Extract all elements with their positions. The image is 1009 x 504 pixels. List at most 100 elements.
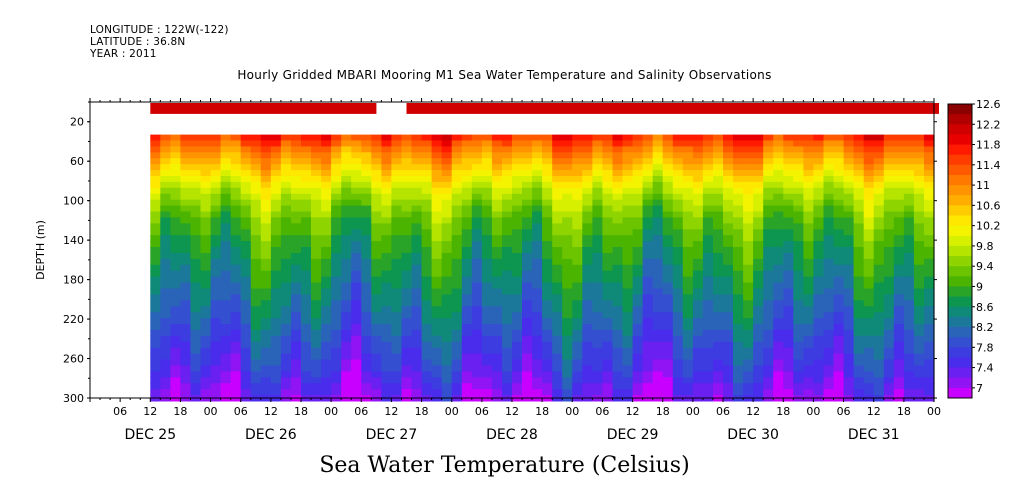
heat-cell <box>542 264 553 272</box>
heat-cell <box>692 258 704 266</box>
heat-cell <box>170 170 181 177</box>
heat-cell <box>512 324 523 331</box>
heat-cell <box>431 205 443 213</box>
heat-cell <box>682 318 694 325</box>
heat-cell <box>230 389 242 396</box>
heat-cell <box>341 335 352 343</box>
heat-cell <box>512 241 523 248</box>
heat-cell <box>863 247 875 254</box>
heat-cell <box>642 146 654 153</box>
heat-cell <box>240 247 252 254</box>
heat-cell <box>512 181 523 189</box>
heat-cell <box>833 359 845 366</box>
heat-cell <box>280 170 292 177</box>
heat-cell <box>602 193 613 201</box>
heat-cell <box>301 371 312 378</box>
heat-cell <box>260 187 272 195</box>
heat-cell <box>813 270 824 278</box>
heat-cell <box>873 288 885 295</box>
heat-cell <box>612 134 624 142</box>
heat-cell <box>903 223 915 230</box>
colorbar-swatch <box>948 316 972 328</box>
heat-cell <box>411 341 423 349</box>
heat-cell <box>291 294 302 301</box>
heat-cell <box>753 199 764 207</box>
heat-cell <box>743 223 754 230</box>
heat-cell <box>311 377 322 384</box>
heat-cell <box>180 318 191 325</box>
heat-cell <box>662 170 674 177</box>
heat-cell <box>652 223 664 230</box>
heat-cell <box>180 365 191 372</box>
heat-cell <box>552 359 563 366</box>
heat-cell <box>220 282 232 290</box>
heat-cell <box>381 359 392 366</box>
heat-cell <box>291 347 302 355</box>
heat-cell <box>321 258 332 266</box>
heat-cell <box>361 318 372 325</box>
heat-cell <box>903 241 915 248</box>
heat-cell <box>401 187 413 195</box>
heat-cell <box>823 318 835 325</box>
heat-cell <box>763 312 774 319</box>
heat-cell <box>773 241 784 248</box>
heat-cell <box>431 335 443 343</box>
heat-cell <box>652 270 664 278</box>
heat-cell <box>913 282 925 290</box>
heat-cell <box>522 371 533 378</box>
heat-cell <box>150 377 161 384</box>
heat-cell <box>391 324 402 331</box>
heat-cell <box>632 377 644 384</box>
heat-cell <box>602 158 613 165</box>
heat-cell <box>250 217 262 224</box>
heat-cell <box>903 217 915 224</box>
heat-cell <box>522 211 533 218</box>
heat-cell <box>642 371 654 378</box>
heat-cell <box>883 199 895 207</box>
heat-cell <box>763 324 774 331</box>
heat-cell <box>873 353 885 361</box>
heat-cell <box>160 324 171 331</box>
heat-cell <box>753 288 764 295</box>
heat-cell <box>883 353 895 361</box>
colorbar-label: 10.2 <box>976 220 1001 233</box>
heat-cell <box>150 170 161 177</box>
heat-cell <box>793 371 804 378</box>
heat-cell <box>632 306 644 313</box>
heat-cell <box>481 140 493 147</box>
heat-cell <box>843 205 855 213</box>
heat-cell <box>441 288 453 295</box>
heat-cell <box>150 164 161 171</box>
heat-cell <box>180 211 191 218</box>
heat-cell <box>773 247 784 254</box>
heat-cell <box>763 229 774 236</box>
heat-cell <box>662 288 674 295</box>
heat-cell <box>783 247 794 254</box>
heat-cell <box>230 318 242 325</box>
heat-cell <box>260 217 272 224</box>
heat-cell <box>311 300 322 307</box>
heat-cell <box>753 341 764 349</box>
heat-cell <box>160 176 171 183</box>
heat-cell <box>311 294 322 301</box>
heat-cell <box>783 253 794 260</box>
heat-cell <box>883 282 895 290</box>
heat-cell <box>572 205 583 213</box>
heat-cell <box>682 187 694 195</box>
heat-cell <box>311 199 322 207</box>
heat-cell <box>702 341 714 349</box>
heat-cell <box>632 176 644 183</box>
heat-cell <box>572 383 583 390</box>
heat-cell <box>311 247 322 254</box>
heat-cell <box>210 199 222 207</box>
heat-cell <box>883 211 895 218</box>
heat-cell <box>652 329 664 337</box>
heat-cell <box>331 229 342 236</box>
colorbar-swatch <box>948 357 972 368</box>
heat-cell <box>883 181 895 189</box>
heat-cell <box>813 170 824 177</box>
heat-cell <box>421 371 433 378</box>
heat-cell <box>240 253 252 260</box>
heat-cell <box>471 235 483 242</box>
heat-cell <box>682 223 694 230</box>
